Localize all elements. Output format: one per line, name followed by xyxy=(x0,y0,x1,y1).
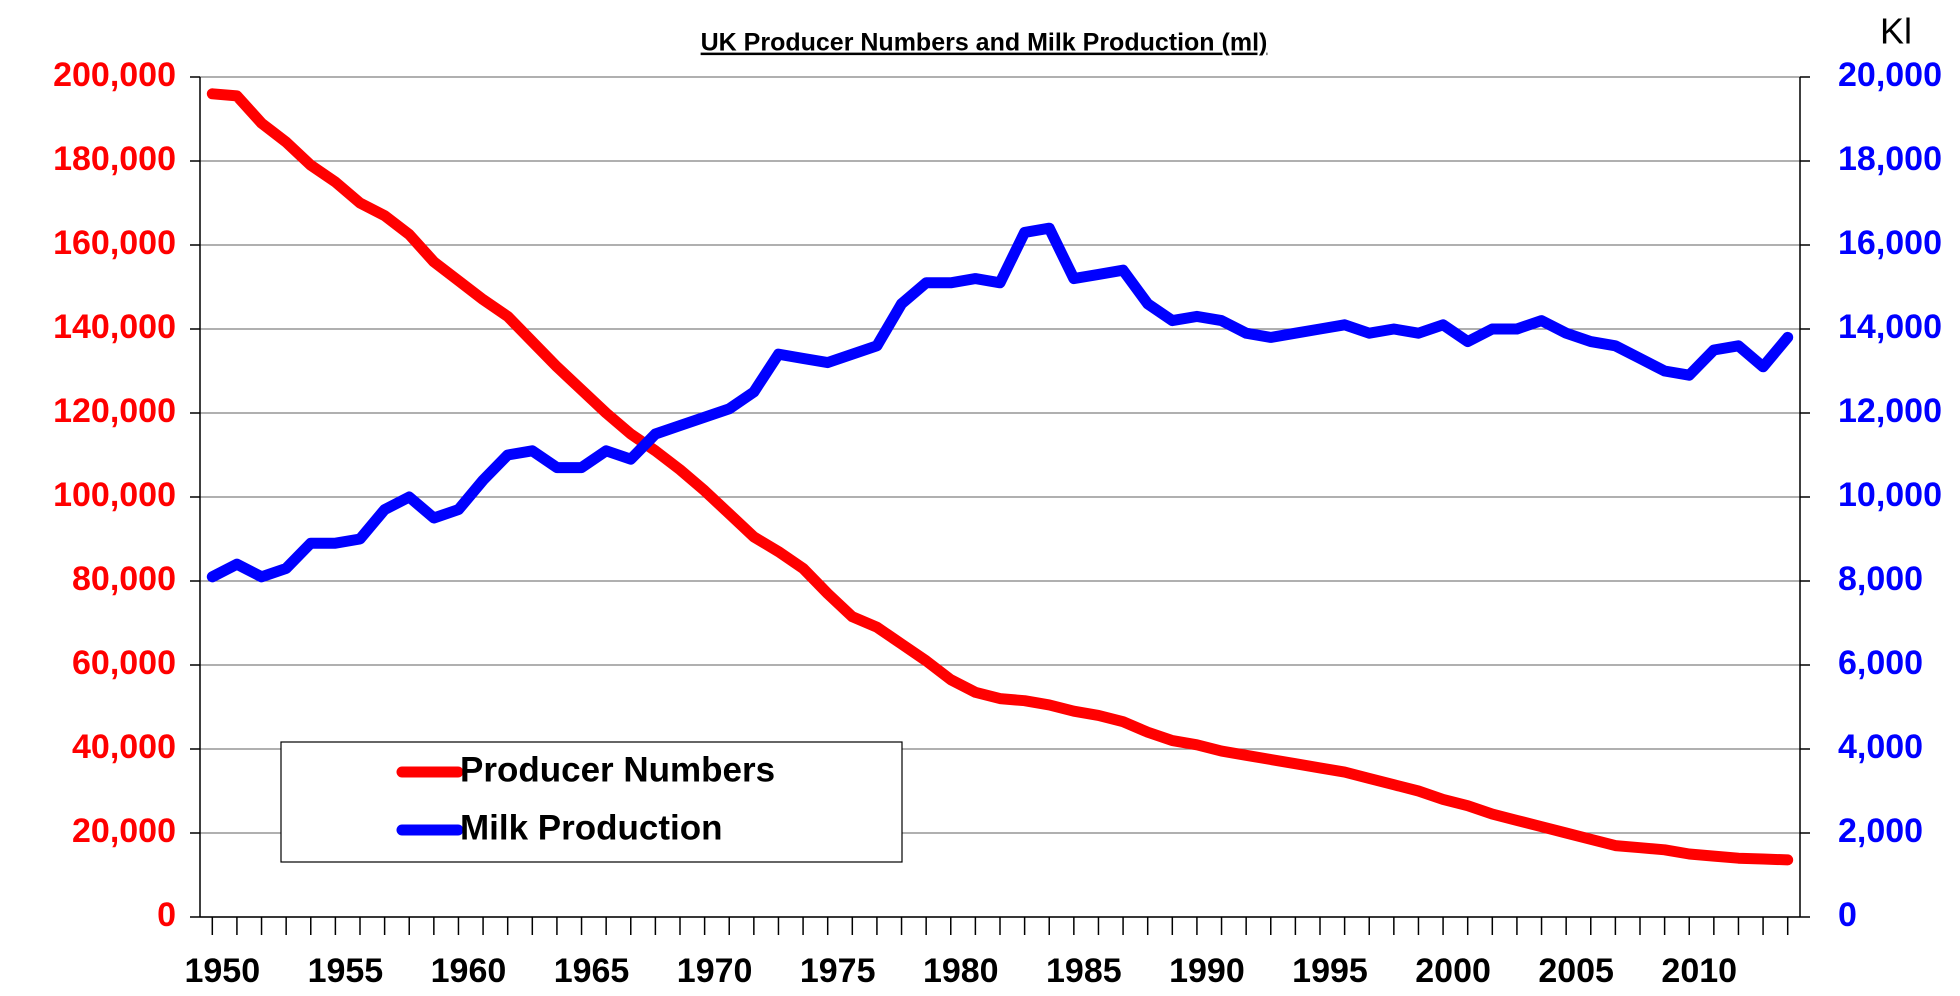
y-tick-label: 0 xyxy=(157,896,176,934)
y-tick-label: 60,000 xyxy=(72,644,176,682)
y-tick-label: 180,000 xyxy=(53,140,176,178)
x-tick-label: 1960 xyxy=(431,952,507,990)
y-tick-label: 20,000 xyxy=(72,812,176,850)
chart-title: UK Producer Numbers and Milk Production … xyxy=(701,29,1268,57)
y2-tick-label: 10,000 xyxy=(1838,476,1942,514)
y2-tick-label: 20,000 xyxy=(1838,56,1942,94)
y2-tick-label: 16,000 xyxy=(1838,224,1942,262)
y-tick-label: 160,000 xyxy=(53,224,176,262)
y-tick-label: 120,000 xyxy=(53,392,176,430)
y-tick-label: 140,000 xyxy=(53,308,176,346)
x-tick-label: 1980 xyxy=(923,952,999,990)
x-tick-label: 1975 xyxy=(800,952,876,990)
y-tick-label: 200,000 xyxy=(53,56,176,94)
x-tick-label: 1990 xyxy=(1169,952,1245,990)
series-line xyxy=(206,222,1794,583)
y2-tick-label: 18,000 xyxy=(1838,140,1942,178)
y2-tick-label: 4,000 xyxy=(1838,728,1923,766)
legend-label: Milk Production xyxy=(460,808,723,847)
y-tick-label: 100,000 xyxy=(53,476,176,514)
y2-unit-label: Kl xyxy=(1880,11,1912,52)
x-tick-label: 1995 xyxy=(1292,952,1368,990)
y2-tick-label: 6,000 xyxy=(1838,644,1923,682)
x-tick-label: 1955 xyxy=(308,952,384,990)
y2-tick-label: 2,000 xyxy=(1838,812,1923,850)
x-tick-label: 2005 xyxy=(1538,952,1614,990)
x-tick-label: 2010 xyxy=(1661,952,1737,990)
series-line xyxy=(206,88,1794,866)
y2-tick-label: 0 xyxy=(1838,896,1857,934)
y-tick-label: 80,000 xyxy=(72,560,176,598)
x-tick-label: 1950 xyxy=(184,952,260,990)
x-tick-label: 2000 xyxy=(1415,952,1491,990)
legend-label: Producer Numbers xyxy=(460,750,775,789)
x-tick-label: 1965 xyxy=(554,952,630,990)
y2-tick-label: 12,000 xyxy=(1838,392,1942,430)
y-tick-label: 40,000 xyxy=(72,728,176,766)
legend-box xyxy=(280,741,903,863)
x-tick-label: 1970 xyxy=(677,952,753,990)
y2-tick-label: 14,000 xyxy=(1838,308,1942,346)
y2-tick-label: 8,000 xyxy=(1838,560,1923,598)
x-tick-label: 1985 xyxy=(1046,952,1122,990)
